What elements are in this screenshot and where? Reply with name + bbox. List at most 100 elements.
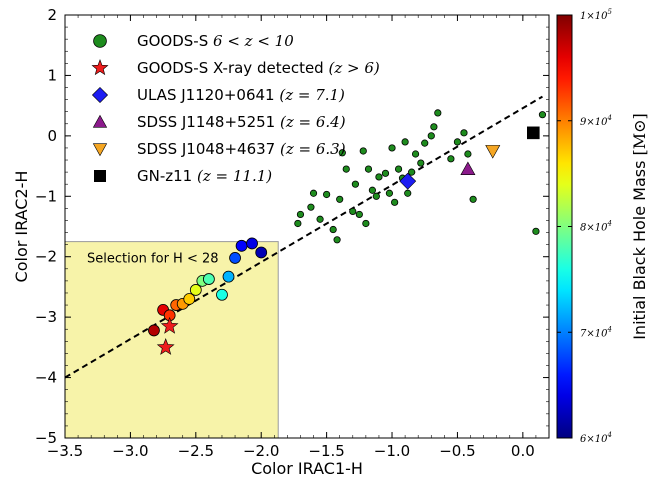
y-tick-label: 0 — [47, 127, 57, 145]
y-tick-label: −5 — [35, 429, 57, 447]
x-tick-label: −1.5 — [308, 442, 344, 460]
series-0-point — [329, 225, 337, 234]
series-0-point — [453, 138, 462, 146]
series-0-point — [375, 173, 383, 181]
series-0-point — [336, 195, 344, 203]
legend-marker-1 — [91, 59, 109, 76]
y-tick-label: 2 — [47, 6, 57, 24]
mass-point — [246, 237, 258, 250]
legend-condition: 6 < z < 10 — [213, 32, 294, 50]
series-0-point — [294, 219, 302, 228]
series-0-point — [388, 144, 396, 152]
series-0-point — [391, 198, 399, 206]
y-axis-label: Color IRAC2-H — [12, 171, 31, 283]
series-0-point — [447, 155, 455, 163]
series-0-point — [469, 195, 477, 203]
series-0-point — [464, 150, 472, 158]
colorbar-mantissa: 8×10 — [580, 223, 608, 234]
legend-entry-3: SDSS J1148+5251 (z = 6.4) — [137, 113, 346, 131]
colorbar-tick-label: 6×104 — [580, 431, 612, 445]
series-0-point — [342, 165, 350, 173]
colorbar-mantissa: 6×10 — [580, 434, 608, 445]
x-tick-label: 0.0 — [511, 442, 535, 460]
series-0-point — [408, 168, 416, 176]
legend-marker-0 — [93, 34, 107, 48]
legend-entry-5: GN-z11 (z = 11.1) — [137, 167, 272, 185]
x-tick-label: −2.5 — [178, 442, 214, 460]
fit-line — [65, 95, 543, 379]
colorbar-label-text: Initial Black Hole Mass — [630, 155, 649, 339]
series-0-point — [427, 132, 435, 140]
y-tick-label: −4 — [35, 369, 57, 387]
selection-label: Selection for H < 28 — [87, 252, 219, 267]
series-0-point — [349, 207, 357, 215]
series-0-point — [323, 190, 331, 199]
series-0-point — [381, 169, 390, 177]
legend-entry-2: ULAS J1120+0641 (z = 7.1) — [137, 86, 345, 104]
legend-marker-5 — [94, 170, 107, 183]
legend-condition: (z = 6.4) — [280, 113, 346, 131]
series-0-point — [362, 219, 370, 228]
series-0-point — [368, 186, 377, 194]
legend-marker-4 — [92, 143, 108, 157]
series-0-point — [385, 189, 394, 197]
series-0-point — [359, 147, 367, 155]
series-0-point — [434, 109, 442, 117]
mass-point — [229, 252, 241, 264]
colorbar-mantissa: 7×10 — [580, 328, 608, 339]
colorbar-tick-label: 1×105 — [580, 8, 612, 22]
colorbar-exponent: 4 — [606, 220, 611, 228]
series-0-point — [296, 210, 305, 219]
plot-frame — [64, 14, 550, 439]
legend-condition: (z = 11.1) — [197, 167, 272, 185]
legend-name: GOODS-S — [137, 32, 213, 50]
colorbar-exponent: 4 — [606, 431, 611, 439]
x-tick-label: −3.0 — [112, 442, 148, 460]
colorbar-tick-label: 8×104 — [580, 220, 612, 234]
colorbar-mantissa: 9×10 — [580, 117, 608, 128]
plot-content — [65, 95, 547, 438]
series-0-point — [460, 129, 468, 137]
series-0-point — [411, 150, 420, 158]
series-0-point — [355, 210, 363, 219]
legend-condition: (z = 6.3) — [280, 140, 346, 158]
series-1-point — [160, 316, 179, 334]
series-3-point — [460, 161, 476, 175]
series-0-point — [338, 149, 346, 157]
series-0-point — [309, 189, 318, 197]
x-tick-label: −3.5 — [47, 442, 83, 460]
series-0-point — [333, 236, 341, 244]
colorbar-exponent: 5 — [607, 8, 612, 16]
legend-marker-2 — [91, 86, 109, 104]
legend-condition: (z > 6) — [328, 59, 379, 77]
y-tick-label: −1 — [35, 187, 57, 205]
colorbar-mantissa: 1×10 — [580, 11, 608, 22]
legend-condition: (z = 7.1) — [279, 86, 345, 104]
mass-point — [255, 246, 268, 259]
series-0-point — [404, 189, 412, 197]
mass-point — [235, 239, 248, 252]
colorbar-label: Initial Black Hole Mass [M⊙] — [630, 113, 649, 340]
series-0-point — [307, 203, 315, 211]
series-5-point — [527, 126, 540, 140]
series-0-point — [351, 180, 359, 188]
legend-name: SDSS J1148+5251 — [137, 113, 280, 131]
legend-name: GN-z11 — [137, 167, 197, 185]
series-0-point — [532, 227, 540, 235]
series-2-point — [399, 172, 417, 190]
colorbar-tick-label: 7×104 — [580, 325, 612, 339]
series-0-point — [372, 192, 380, 200]
selection-region — [65, 241, 279, 438]
mass-point — [202, 273, 215, 285]
y-tick-label: −3 — [35, 308, 57, 326]
colorbar-exponent: 4 — [606, 114, 611, 122]
x-tick-label: −2.0 — [243, 442, 279, 460]
mass-point — [189, 284, 202, 296]
series-0-point — [364, 165, 373, 173]
colorbar-label-unit: [M⊙] — [630, 113, 649, 155]
series-0-point — [538, 111, 547, 119]
series-4-point — [485, 145, 501, 159]
legend-name: GOODS-S X-ray detected — [137, 59, 328, 77]
mass-point — [222, 270, 235, 283]
